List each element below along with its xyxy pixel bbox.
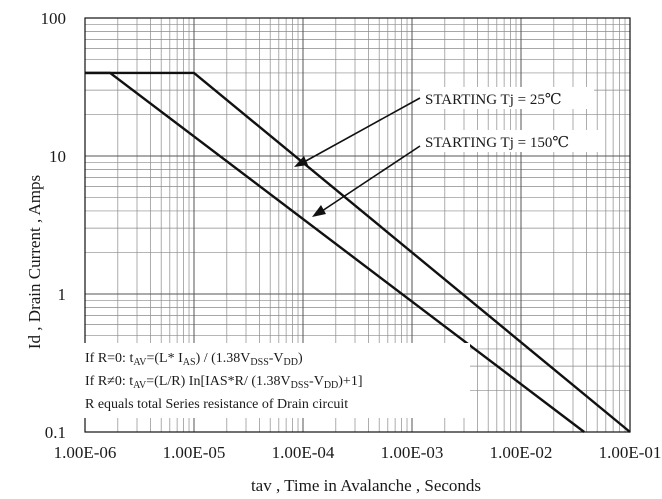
plot-frame	[84, 17, 631, 433]
annotation-150-bg	[420, 130, 600, 152]
x-tick-label: 1.00E-03	[381, 443, 444, 462]
y-tick-label: 100	[41, 9, 67, 28]
formula-notes: If R=0: tAV=(L* IAS) / (1.38VDSS-VDD) If…	[80, 343, 470, 418]
series-line-1	[85, 71, 585, 433]
note-line-3: R equals total Series resistance of Drai…	[85, 397, 348, 412]
arrow-25-shaft	[303, 97, 421, 163]
arrow-25-head	[294, 156, 308, 167]
note-line-2: If R≠0: tAV=(L/R) In[IAS*R/ (1.38VDSS-VD…	[85, 374, 363, 391]
annotations: STARTING Tj = 25℃ STARTING Tj = 150℃	[294, 87, 600, 217]
x-tick-label: 1.00E-06	[54, 443, 117, 462]
y-tick-label: 0.1	[45, 423, 66, 442]
y-tick-label: 10	[49, 147, 66, 166]
arrow-150-head	[312, 205, 326, 217]
x-tick-label: 1.00E-05	[163, 443, 226, 462]
y-axis-label: Id , Drain Current , Amps	[25, 175, 44, 349]
x-tick-labels: 1.00E-06 1.00E-05 1.00E-04 1.00E-03 1.00E-02…	[54, 443, 662, 462]
annotation-25c: STARTING Tj = 25℃	[425, 92, 562, 108]
y-tick-label: 1	[58, 285, 67, 304]
x-axis-label: tav , Time in Avalanche , Seconds	[251, 476, 481, 495]
annotation-25-bg	[420, 87, 594, 109]
arrow-150-shaft	[321, 145, 421, 212]
x-tick-label: 1.00E-01	[599, 443, 662, 462]
y-tick-labels: 0.1 1 10 100	[41, 9, 67, 442]
x-tick-label: 1.00E-02	[490, 443, 553, 462]
annotation-150c: STARTING Tj = 150℃	[425, 135, 569, 151]
notes-bg	[80, 343, 470, 418]
note-line-1: If R=0: tAV=(L* IAS) / (1.38VDSS-VDD)	[85, 351, 303, 368]
series-line-0	[85, 71, 631, 433]
series-lines	[85, 71, 631, 433]
x-tick-label: 1.00E-04	[272, 443, 335, 462]
